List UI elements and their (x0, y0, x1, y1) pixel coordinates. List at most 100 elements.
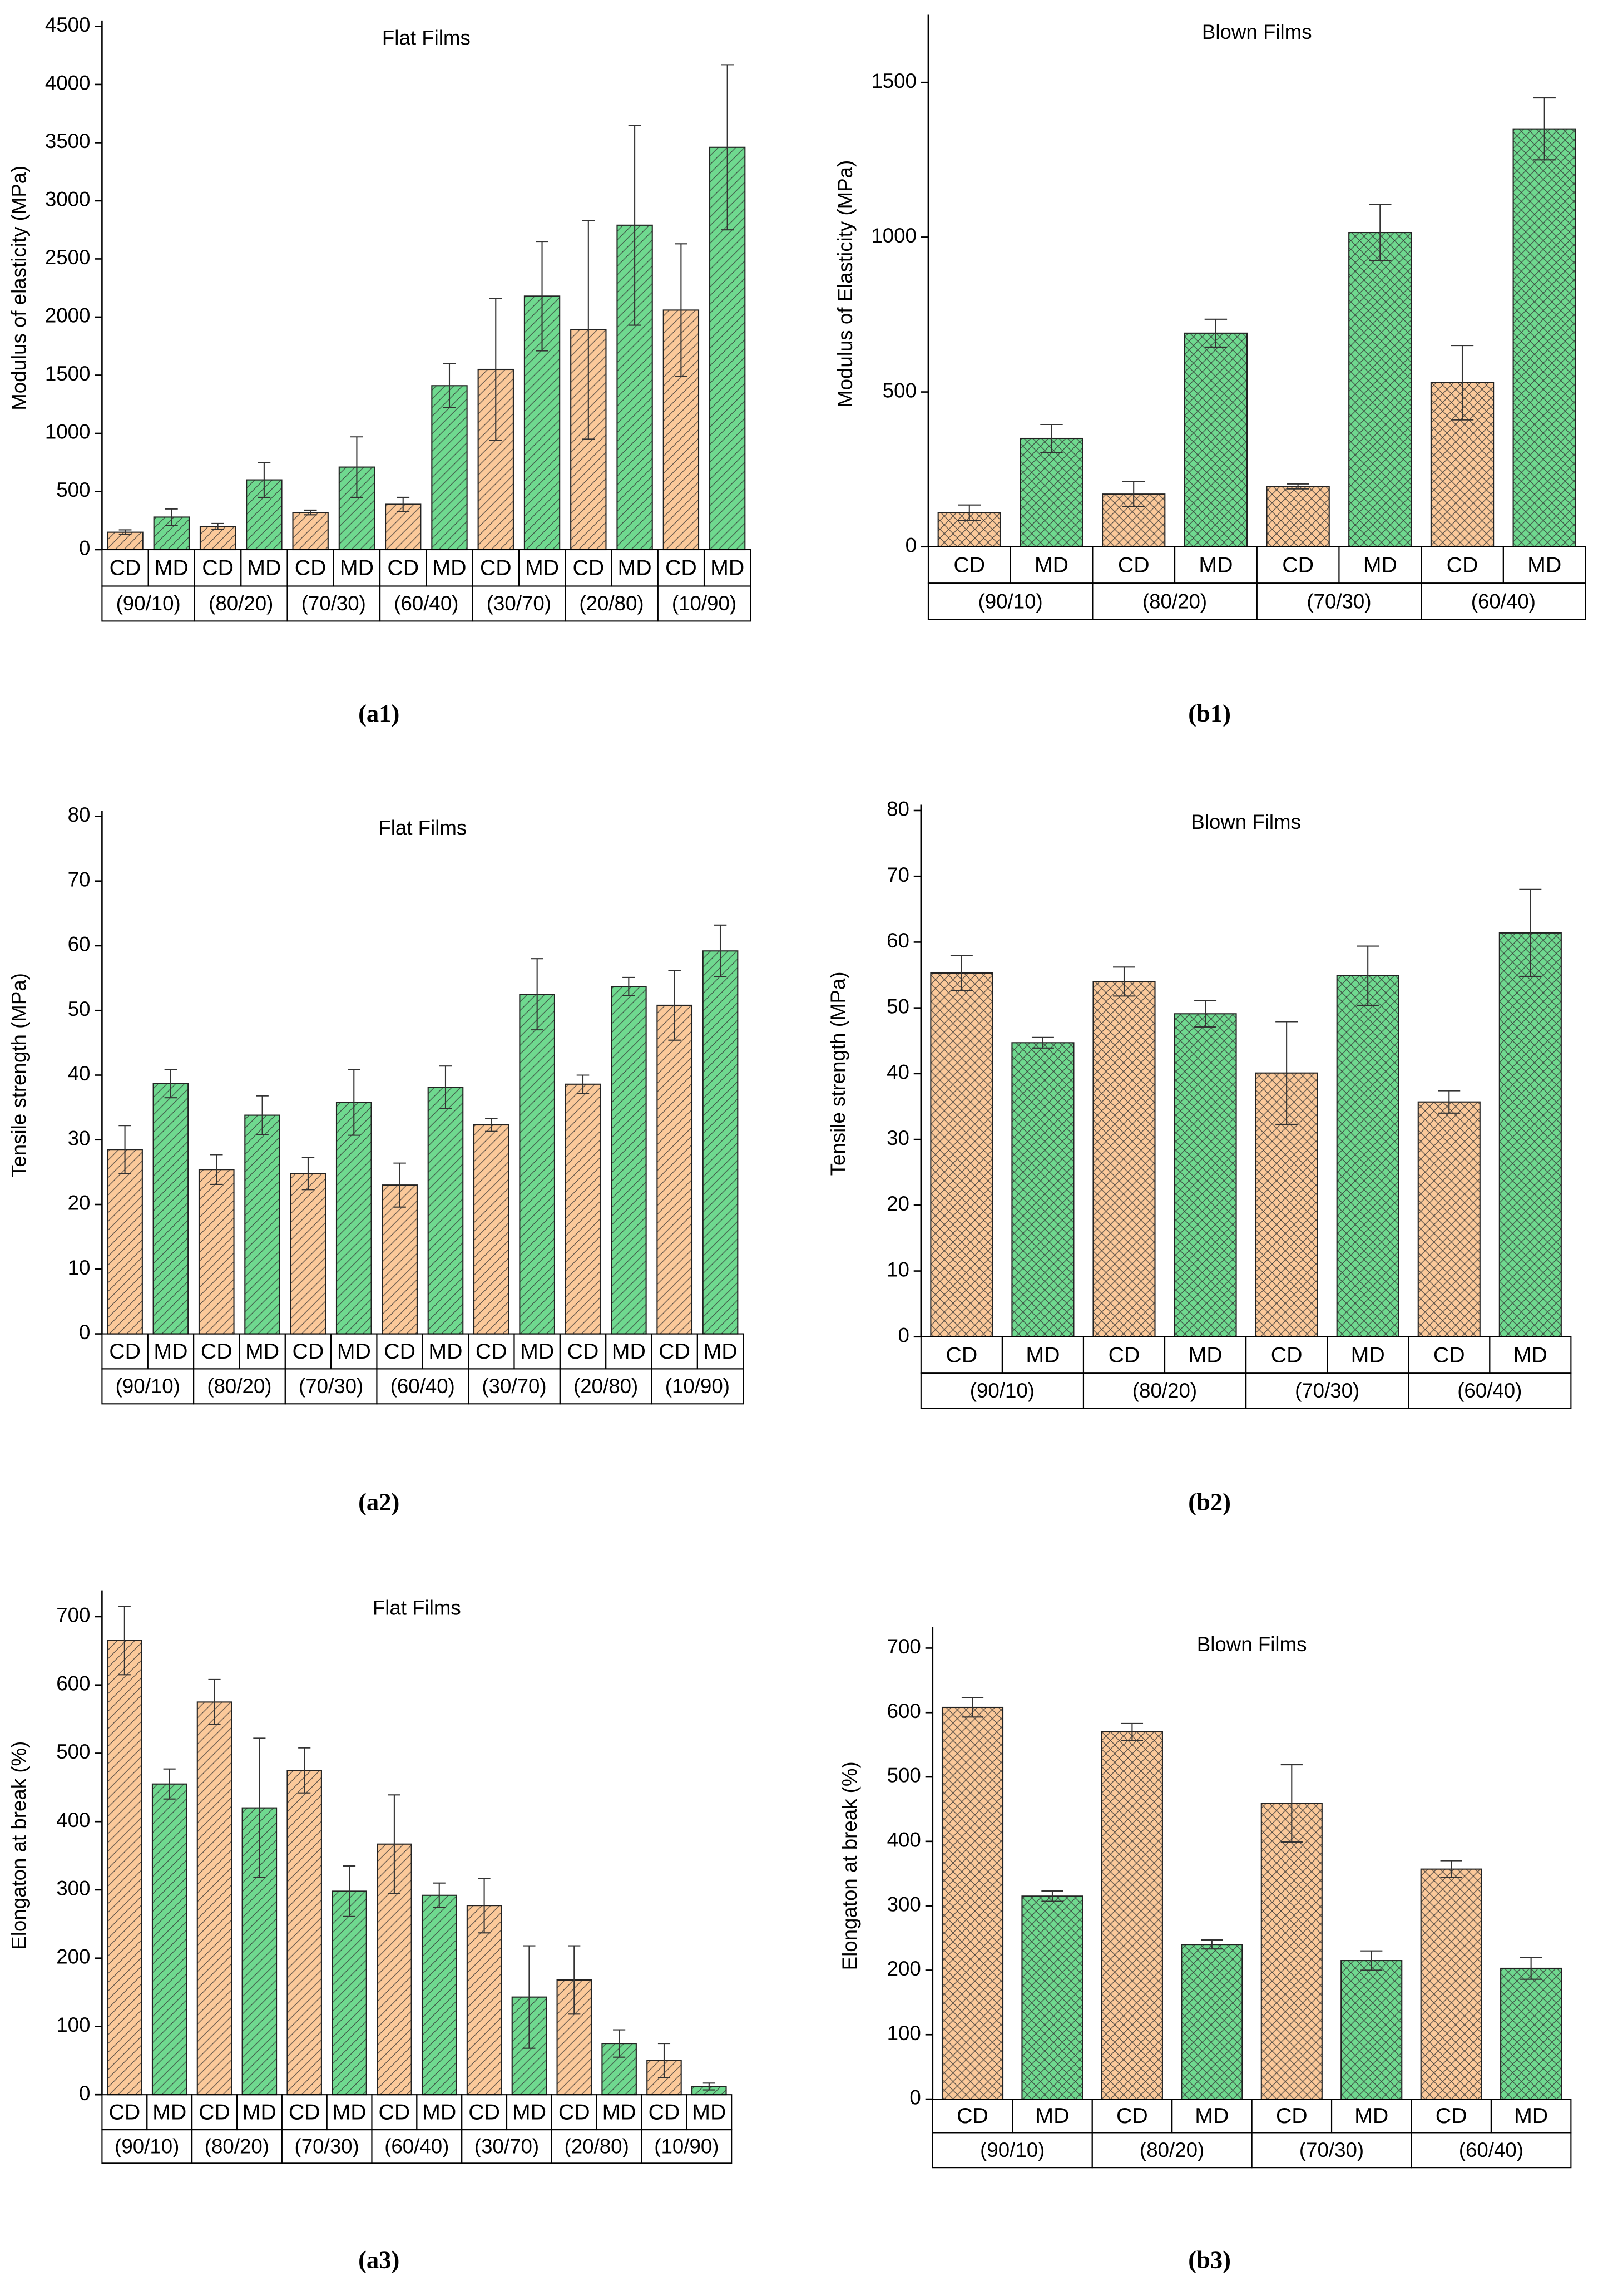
x-tick-label: CD (110, 556, 141, 580)
error-bar (1438, 1090, 1461, 1114)
bar (107, 1149, 143, 1335)
table-cell (651, 1368, 744, 1405)
bar (611, 986, 647, 1335)
x-tick-label: CD (387, 556, 419, 580)
error-bar (489, 298, 502, 441)
y-axis-label: Elongaton at break (%) (838, 1761, 861, 1970)
group-label: (60/40) (390, 1375, 455, 1398)
error-bar (1201, 1939, 1223, 1950)
x-tick-label: MD (618, 556, 652, 580)
x-tick-label: CD (109, 1339, 141, 1364)
error-bar (1520, 1957, 1542, 1980)
error-bar (576, 1074, 590, 1094)
x-tick-label: MD (1189, 1343, 1223, 1367)
table-cell (657, 585, 751, 622)
y-tick-label: 300 (887, 1893, 921, 1915)
x-tick-label: MD (703, 1339, 737, 1364)
error-bar (950, 955, 973, 991)
x-tick-label: CD (1116, 2104, 1148, 2128)
y-tick-label: 40 (68, 1062, 91, 1085)
error-bar (343, 1865, 356, 1917)
error-bar (536, 241, 548, 352)
y-tick-label: 0 (79, 1321, 90, 1344)
error-bar (702, 2082, 715, 2091)
y-tick-label: 70 (68, 868, 91, 891)
y-tick-label: 100 (56, 2013, 90, 2036)
bar (1266, 486, 1330, 547)
group-label: (10/90) (672, 592, 736, 615)
x-tick-label: CD (558, 2100, 590, 2125)
x-tick-label: MD (1035, 552, 1068, 577)
error-bar (1040, 423, 1063, 453)
error-bar (668, 970, 681, 1041)
error-bar (210, 1154, 223, 1186)
bar (1101, 1731, 1163, 2100)
y-tick-label: 700 (887, 1635, 921, 1658)
x-tick-label: CD (468, 2100, 500, 2125)
caption: (b1) (1188, 699, 1231, 727)
x-tick-label: CD (289, 2100, 320, 2125)
error-bar (118, 529, 132, 535)
y-tick-label: 60 (68, 933, 91, 956)
y-tick-label: 600 (887, 1700, 921, 1722)
y-tick-label: 400 (56, 1809, 90, 1831)
group-label: (70/30) (301, 592, 366, 615)
x-tick-label: MD (1035, 2104, 1069, 2128)
error-bar (1280, 1764, 1303, 1843)
bar (286, 1770, 322, 2096)
bar (335, 1102, 372, 1335)
error-bar (397, 496, 410, 512)
y-axis-label: Tensile strength (MPa) (827, 971, 849, 1176)
y-tick-label: 0 (79, 537, 90, 560)
y-tick-label: 3500 (45, 130, 91, 152)
group-label: (70/30) (299, 1375, 363, 1398)
error-bar (714, 924, 727, 977)
group-label: (60/40) (1457, 1379, 1522, 1402)
x-tick-label: MD (332, 2100, 366, 2125)
group-label: (20/80) (579, 592, 644, 615)
y-tick-label: 500 (56, 478, 90, 501)
error-bar (118, 1125, 131, 1174)
x-tick-label: MD (525, 556, 559, 580)
group-label: (90/10) (115, 2135, 179, 2158)
bar (107, 1640, 142, 2096)
group-label: (90/10) (980, 2139, 1045, 2161)
x-tick-label: CD (1282, 552, 1314, 577)
caption: (a2) (358, 1488, 399, 1515)
x-tick-label: CD (1436, 2104, 1467, 2128)
x-tick-label: MD (340, 556, 374, 580)
group-label: (70/30) (295, 2135, 359, 2158)
error-bar (721, 64, 734, 231)
group-label: (80/20) (1140, 2139, 1204, 2161)
error-bar (1440, 1860, 1462, 1878)
group-label: (10/90) (654, 2135, 719, 2158)
y-tick-label: 1000 (45, 421, 91, 443)
error-bar (1287, 483, 1309, 490)
bar (565, 1083, 601, 1335)
bar (152, 1083, 189, 1335)
bar (332, 1890, 367, 2096)
y-axis-label: Tensile strength (MPa) (7, 973, 30, 1177)
error-bar (433, 1882, 446, 1908)
error-bar (485, 1118, 498, 1132)
bar (1021, 1895, 1083, 2100)
error-bar (1194, 1000, 1217, 1028)
x-tick-label: CD (476, 1339, 507, 1364)
error-bar (1360, 1950, 1383, 1971)
x-tick-label: MD (1527, 552, 1561, 577)
x-tick-label: CD (572, 556, 604, 580)
error-bar (523, 1945, 536, 2049)
x-tick-label: MD (1195, 2104, 1229, 2128)
x-tick-label: CD (1447, 552, 1478, 577)
group-label: (80/20) (205, 2135, 269, 2158)
bar (427, 1087, 464, 1335)
bar (1011, 1042, 1075, 1337)
error-bar (443, 363, 456, 409)
y-tick-label: 500 (887, 1764, 921, 1787)
group-label: (30/70) (482, 1375, 546, 1398)
x-tick-label: CD (1109, 1343, 1140, 1367)
error-bar (628, 125, 641, 326)
group-label: (90/10) (970, 1379, 1035, 1402)
x-tick-label: CD (665, 556, 697, 580)
x-tick-label: CD (480, 556, 512, 580)
